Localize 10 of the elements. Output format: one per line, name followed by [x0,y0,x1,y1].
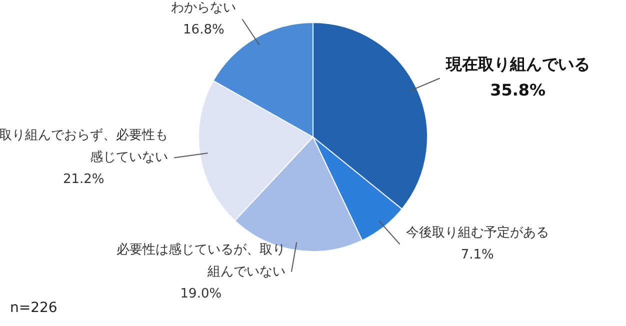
data-label: 19.0% [180,286,222,302]
slice-label: 今後取り組む予定がある [406,226,549,241]
text: n=226 [10,300,58,316]
data-label: 21.2% [62,172,104,188]
slice-label: わからない [171,0,236,16]
slice-label: 必要性は感じているが、取り組んでいない [116,242,286,280]
data-label: 16.8% [183,22,224,38]
data-label: 35.8% [490,80,546,100]
data-label: 7.1% [460,248,494,263]
slice-label: 現在取り組んでいる [444,54,590,74]
